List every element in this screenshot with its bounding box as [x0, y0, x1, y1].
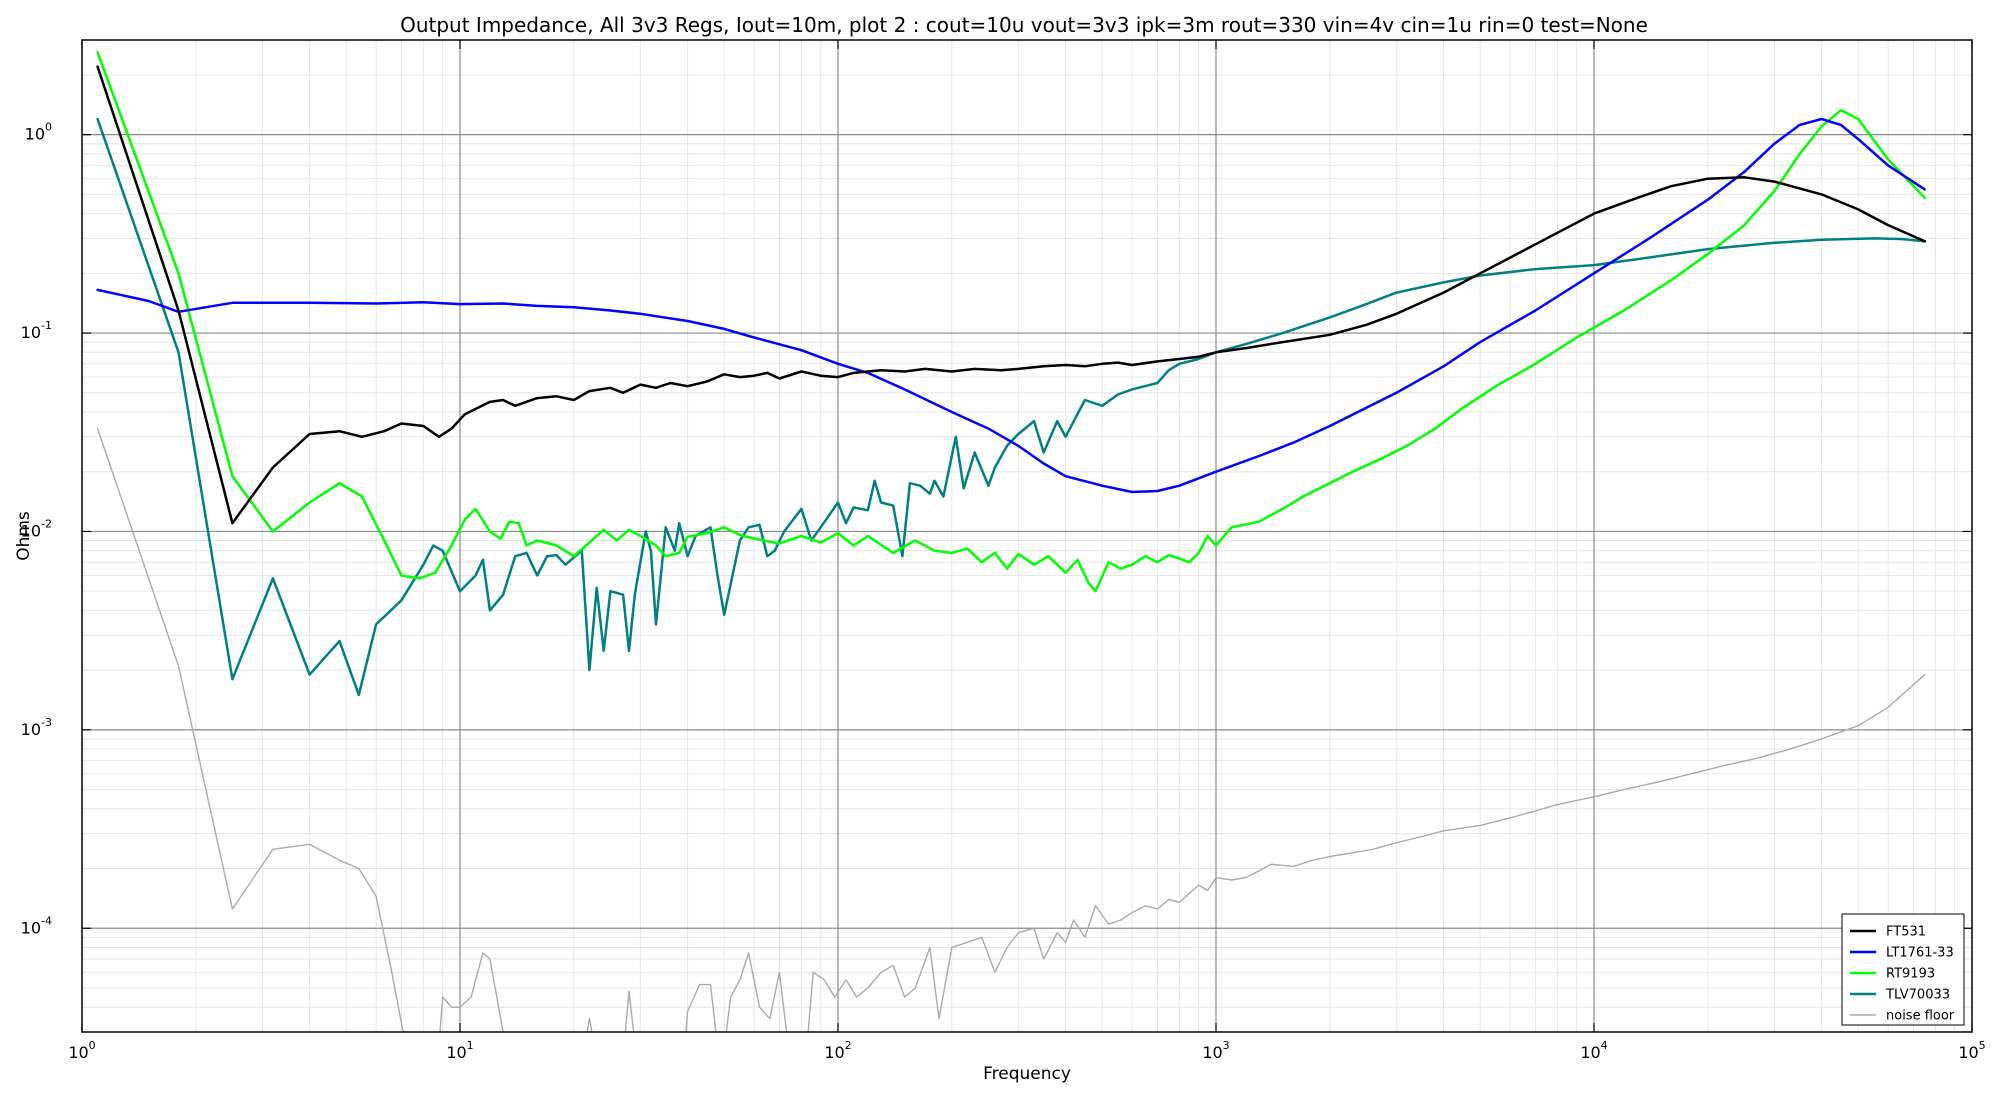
x-tick-label: 100	[68, 1039, 95, 1062]
y-tick-label: 10-4	[21, 914, 52, 937]
series-line-noise-floor	[96, 427, 1926, 1032]
x-tick-label: 101	[446, 1039, 473, 1062]
x-tick-label: 103	[1202, 1039, 1229, 1062]
legend-label: noise floor	[1886, 1009, 1955, 1024]
legend-label: LT1761-33	[1886, 946, 1954, 961]
minor-grid	[82, 40, 1972, 1033]
y-axis-label: Ohms	[14, 511, 34, 561]
series-line-lt1761-33	[96, 117, 1927, 494]
plot-frame	[81, 39, 1973, 1033]
y-tick-label: 10-2	[21, 517, 52, 540]
series-layer	[96, 51, 1927, 1032]
legend-box	[1841, 913, 1965, 1026]
axis-ticks	[81, 40, 1973, 1032]
legend: FT531 LT1761-33 RT9193 TLV70033 noise floor	[1841, 913, 1965, 1026]
x-tick-label: 102	[824, 1039, 851, 1062]
y-tick-label: 10-3	[21, 716, 52, 739]
x-tick-labels: 100 101 102 103 104 105	[68, 1039, 1985, 1062]
y-tick-labels: 10-4 10-3 10-2 10-1 100	[21, 121, 52, 938]
legend-label: TLV70033	[1885, 988, 1950, 1003]
series-line-tlv70033	[96, 117, 1927, 697]
x-tick-label: 104	[1580, 1039, 1607, 1062]
y-tick-label: 100	[25, 121, 52, 144]
legend-label: FT531	[1886, 925, 1926, 940]
legend-label: RT9193	[1886, 967, 1935, 982]
major-grid	[82, 40, 1972, 1032]
x-axis-label: Frequency	[983, 1064, 1071, 1084]
chart-title: Output Impedance, All 3v3 Regs, Iout=10m…	[400, 13, 1648, 37]
series-line-rt9193	[96, 51, 1927, 593]
y-tick-label: 10-1	[21, 319, 52, 342]
x-tick-label: 105	[1958, 1039, 1985, 1062]
series-line-ft531	[96, 65, 1927, 525]
